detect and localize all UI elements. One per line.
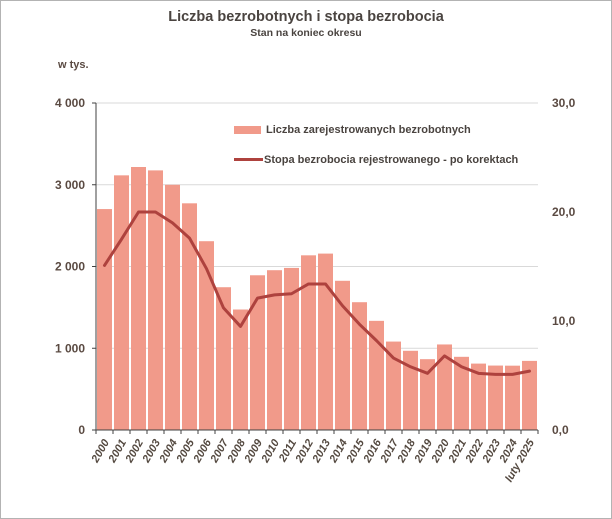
- right-axis-tick-label: 0,0: [552, 423, 569, 437]
- chart-subtitle: Stan na koniec okresu: [250, 27, 362, 39]
- x-axis-label-2023: 2023: [480, 438, 503, 466]
- bar-2018: [403, 350, 418, 430]
- bar-2016: [369, 320, 384, 430]
- left-axis-tick-label: 1 000: [55, 341, 85, 355]
- bar-luty 2025: [522, 360, 537, 430]
- bar-2001: [114, 175, 129, 430]
- bar-2021: [454, 356, 469, 430]
- bar-2024: [505, 365, 520, 430]
- bar-2008: [233, 309, 248, 430]
- unemployment-rate-line: [103, 210, 531, 376]
- right-axis-tick-label: 30,0: [552, 96, 576, 110]
- bar-2003: [148, 170, 163, 430]
- bar-2000: [97, 209, 112, 430]
- x-axis-label-2021: 2021: [446, 438, 469, 466]
- bar-2023: [488, 365, 503, 430]
- bar-2002: [131, 167, 146, 430]
- x-axis-label-2004: 2004: [157, 438, 180, 466]
- bar-2019: [420, 359, 435, 430]
- legend-line-swatch-icon: [234, 158, 263, 161]
- bar-2012: [301, 255, 316, 430]
- left-axis-unit-label: w tys.: [58, 59, 89, 71]
- x-axis-label-2013: 2013: [310, 438, 333, 466]
- chart-title: Liczba bezrobotnych i stopa bezrobocia: [168, 9, 444, 25]
- bar-2007: [216, 287, 231, 430]
- bar-2010: [267, 270, 282, 430]
- legend-bar-label: Liczba zarejestrowanych bezrobotnych: [266, 123, 471, 136]
- left-axis-tick-label: 0: [78, 423, 85, 437]
- right-axis-tick-label: 10,0: [552, 314, 576, 328]
- legend-item-bars: Liczba zarejestrowanych bezrobotnych: [234, 123, 518, 136]
- bar-2004: [165, 184, 180, 430]
- bar-2017: [386, 341, 401, 430]
- left-axis-tick-label: 3 000: [55, 178, 85, 192]
- legend-bar-swatch-icon: [234, 125, 261, 134]
- bar-2020: [437, 344, 452, 430]
- x-axis-label-2001: 2001: [106, 438, 129, 466]
- x-axis-label-2010: 2010: [259, 437, 283, 466]
- left-axis-tick-label: 4 000: [55, 96, 85, 110]
- bar-2009: [250, 275, 265, 430]
- x-axis-label-2014: 2014: [327, 438, 350, 466]
- bar-2005: [182, 203, 197, 430]
- x-axis-label-2002: 2002: [123, 438, 146, 466]
- bar-2006: [199, 241, 214, 430]
- right-axis-tick-label: 20,0: [552, 205, 576, 219]
- chart-legend: Liczba zarejestrowanych bezrobotnych Sto…: [234, 123, 518, 183]
- legend-line-label: Stopa bezrobocia rejestrowanego - po kor…: [264, 153, 519, 166]
- legend-item-line: Stopa bezrobocia rejestrowanego - po kor…: [234, 153, 518, 166]
- bar-2011: [284, 267, 299, 430]
- left-axis-tick-label: 2 000: [55, 260, 85, 274]
- x-axis-label-2022: 2022: [463, 438, 486, 466]
- x-axis-label-2012: 2012: [293, 438, 316, 466]
- x-axis-label-2003: 2003: [140, 438, 163, 466]
- bar-2014: [335, 280, 350, 430]
- bar-2013: [318, 253, 333, 430]
- bar-2022: [471, 363, 486, 430]
- bar-2015: [352, 302, 367, 430]
